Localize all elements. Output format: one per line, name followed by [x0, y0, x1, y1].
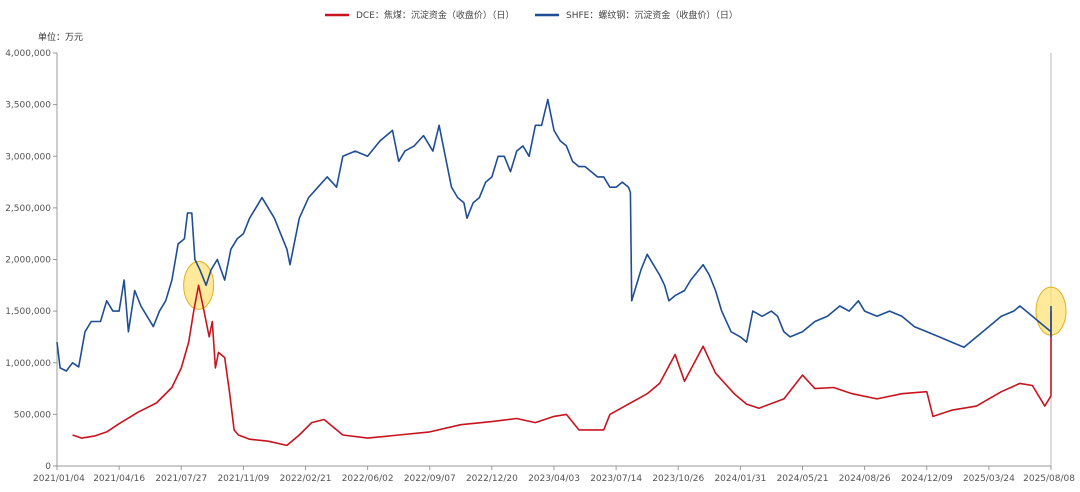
- legend-label-shfe: SHFE：螺纹钢：沉淀资金（收盘价）（日）: [566, 9, 738, 21]
- x-tick-label: 2021/07/27: [155, 474, 207, 484]
- x-tick-label: 2022/09/07: [404, 474, 456, 484]
- legend: DCE：焦煤：沉淀资金（收盘价）（日） SHFE：螺纹钢：沉淀资金（收盘价）（日…: [325, 9, 738, 21]
- y-tick-label: 2,000,000: [5, 256, 51, 266]
- y-tick-label: 3,000,000: [5, 152, 51, 162]
- x-tick-label: 2021/04/16: [93, 474, 145, 484]
- x-tick-label: 2021/11/09: [217, 474, 269, 484]
- y-tick-label: 1,000,000: [5, 359, 51, 369]
- y-tick-label: 0: [45, 462, 51, 472]
- x-tick-label: 2022/12/20: [466, 474, 518, 484]
- x-tick-label: 2023/10/26: [652, 474, 704, 484]
- x-tick-label: 2025/03/24: [963, 474, 1015, 484]
- x-tick-label: 2025/08/08: [1023, 474, 1075, 484]
- highlight-markers: [183, 260, 1067, 336]
- legend-label-dce: DCE：焦煤：沉淀资金（收盘价）（日）: [356, 9, 514, 21]
- x-tick-label: 2024/01/31: [714, 474, 766, 484]
- series-line-shfe: [56, 98, 1052, 372]
- y-tick-label: 4,000,000: [5, 49, 51, 59]
- series-line-dce: [72, 284, 1052, 447]
- y-tick-label: 2,500,000: [5, 204, 51, 214]
- y-tick-label: 1,500,000: [5, 307, 51, 317]
- x-tick-label: 2022/06/02: [342, 474, 394, 484]
- x-tick-label: 2021/01/04: [33, 474, 85, 484]
- y-axis-ticks: 0 500,000 1,000,000 1,500,000 2,000,000 2,500…: [5, 49, 57, 472]
- unit-label: 单位：万元: [38, 31, 83, 43]
- y-tick-label: 500,000: [14, 410, 51, 420]
- x-tick-label: 2024/05/21: [777, 474, 829, 484]
- y-tick-label: 3,500,000: [5, 101, 51, 111]
- x-tick-label: 2022/02/21: [280, 474, 332, 484]
- x-axis-ticks: 2021/01/04 2021/04/16 2021/07/27 2021/11/09…: [33, 466, 1075, 484]
- series-group: [56, 98, 1052, 447]
- x-tick-label: 2024/12/09: [901, 474, 953, 484]
- x-tick-label: 2023/04/03: [528, 474, 580, 484]
- x-tick-label: 2024/08/26: [839, 474, 891, 484]
- x-tick-label: 2023/07/14: [590, 474, 642, 484]
